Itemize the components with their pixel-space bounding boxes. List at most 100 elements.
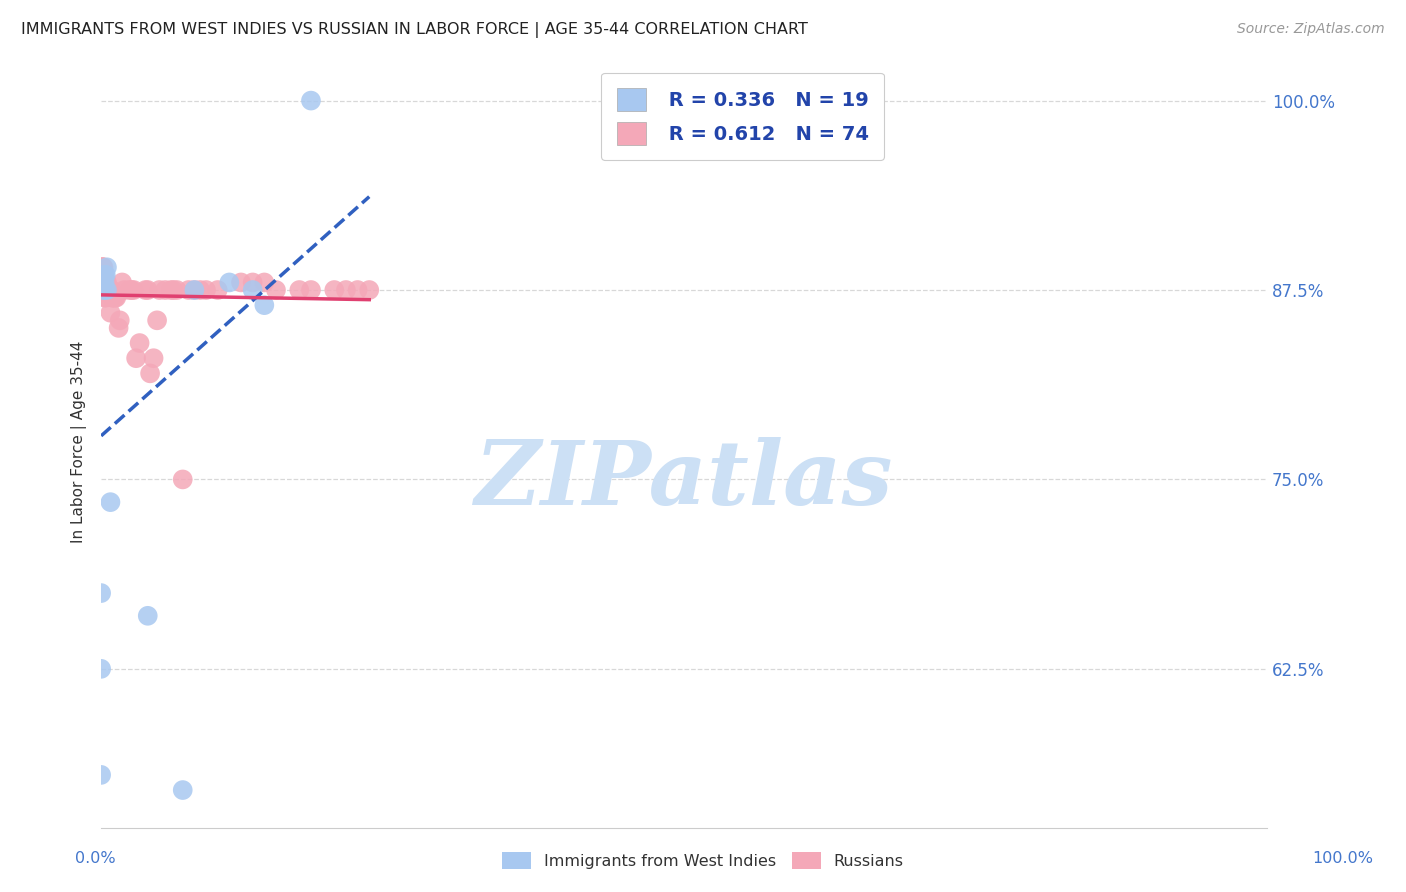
Point bbox=[172, 472, 194, 486]
Point bbox=[125, 351, 148, 366]
Point bbox=[91, 276, 114, 290]
Point bbox=[93, 276, 115, 290]
Point bbox=[96, 283, 118, 297]
Point bbox=[97, 283, 120, 297]
Point bbox=[218, 276, 240, 290]
Point bbox=[90, 586, 112, 600]
Text: 100.0%: 100.0% bbox=[1312, 851, 1374, 865]
Point bbox=[346, 283, 368, 297]
Point bbox=[90, 276, 112, 290]
Point bbox=[94, 283, 117, 297]
Text: Source: ZipAtlas.com: Source: ZipAtlas.com bbox=[1237, 22, 1385, 37]
Point bbox=[93, 268, 115, 282]
Text: IMMIGRANTS FROM WEST INDIES VS RUSSIAN IN LABOR FORCE | AGE 35-44 CORRELATION CH: IMMIGRANTS FROM WEST INDIES VS RUSSIAN I… bbox=[21, 22, 808, 38]
Point bbox=[120, 283, 142, 297]
Point bbox=[111, 276, 134, 290]
Point bbox=[108, 313, 131, 327]
Point bbox=[96, 283, 118, 297]
Point bbox=[101, 291, 124, 305]
Point bbox=[128, 336, 150, 351]
Point bbox=[94, 283, 117, 297]
Point bbox=[90, 283, 112, 297]
Point bbox=[94, 291, 117, 305]
Point bbox=[359, 283, 381, 297]
Point bbox=[91, 283, 114, 297]
Point bbox=[172, 783, 194, 797]
Point bbox=[195, 283, 218, 297]
Point bbox=[335, 283, 357, 297]
Point bbox=[253, 298, 276, 312]
Point bbox=[90, 283, 112, 297]
Point bbox=[101, 291, 124, 305]
Point bbox=[242, 283, 264, 297]
Point bbox=[142, 351, 165, 366]
Point bbox=[91, 276, 114, 290]
Point bbox=[93, 276, 115, 290]
Point bbox=[120, 283, 142, 297]
Point bbox=[91, 283, 114, 297]
Point bbox=[100, 283, 122, 297]
Point bbox=[91, 260, 114, 275]
Point bbox=[91, 283, 114, 297]
Point bbox=[166, 283, 188, 297]
Point bbox=[91, 260, 114, 275]
Point bbox=[162, 283, 184, 297]
Point bbox=[136, 608, 159, 623]
Point bbox=[134, 283, 156, 297]
Point bbox=[114, 283, 136, 297]
Point bbox=[93, 283, 115, 297]
Point bbox=[160, 283, 183, 297]
Text: ZIPatlas: ZIPatlas bbox=[475, 437, 893, 524]
Legend:  R = 0.336   N = 19,  R = 0.612   N = 74: R = 0.336 N = 19, R = 0.612 N = 74 bbox=[602, 72, 884, 161]
Point bbox=[183, 283, 205, 297]
Point bbox=[93, 276, 115, 290]
Point bbox=[299, 94, 322, 108]
Point bbox=[104, 291, 127, 305]
Point bbox=[155, 283, 177, 297]
Point bbox=[93, 276, 115, 290]
Point bbox=[107, 321, 129, 335]
Point bbox=[242, 276, 264, 290]
Point bbox=[299, 283, 322, 297]
Point bbox=[288, 283, 311, 297]
Point bbox=[105, 291, 128, 305]
Point bbox=[93, 283, 115, 297]
Point bbox=[93, 283, 115, 297]
Point bbox=[323, 283, 346, 297]
Point bbox=[93, 260, 115, 275]
Point bbox=[136, 283, 159, 297]
Point bbox=[229, 276, 252, 290]
Point bbox=[90, 768, 112, 782]
Point bbox=[96, 283, 118, 297]
Point bbox=[177, 283, 200, 297]
Point bbox=[93, 276, 115, 290]
Y-axis label: In Labor Force | Age 35-44: In Labor Force | Age 35-44 bbox=[72, 341, 87, 542]
Point bbox=[91, 260, 114, 275]
Point bbox=[96, 260, 118, 275]
Point bbox=[90, 662, 112, 676]
Point bbox=[100, 495, 122, 509]
Point bbox=[98, 283, 121, 297]
Point bbox=[91, 283, 114, 297]
Point bbox=[96, 276, 118, 290]
Point bbox=[94, 268, 117, 282]
Point bbox=[188, 283, 211, 297]
Point bbox=[100, 306, 122, 320]
Point bbox=[146, 313, 169, 327]
Point bbox=[253, 276, 276, 290]
Point bbox=[93, 283, 115, 297]
Point bbox=[207, 283, 229, 297]
Point bbox=[91, 276, 114, 290]
Point bbox=[183, 283, 205, 297]
Point bbox=[122, 283, 145, 297]
Legend: Immigrants from West Indies, Russians: Immigrants from West Indies, Russians bbox=[496, 846, 910, 875]
Point bbox=[139, 367, 162, 381]
Point bbox=[97, 283, 120, 297]
Point bbox=[264, 283, 287, 297]
Point bbox=[148, 283, 170, 297]
Point bbox=[93, 291, 115, 305]
Point bbox=[93, 283, 115, 297]
Text: 0.0%: 0.0% bbox=[76, 851, 115, 865]
Point bbox=[90, 283, 112, 297]
Point bbox=[91, 276, 114, 290]
